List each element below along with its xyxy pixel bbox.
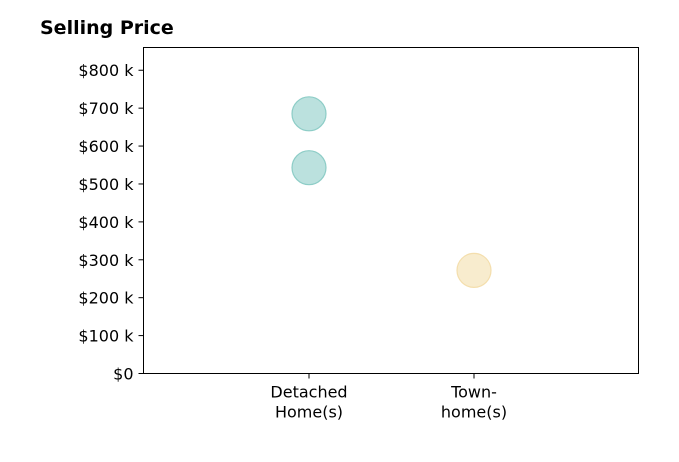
chart-title: Selling Price [40, 17, 174, 39]
x-axis: Detached Home(s) Town-home(s) [270, 373, 507, 422]
x-tick-label-line: home(s) [441, 403, 507, 422]
y-tick-label: $600 k [78, 137, 134, 156]
y-tick-label: $300 k [78, 251, 134, 270]
y-tick-label: $200 k [78, 289, 134, 308]
x-tick-label-line: Detached [270, 383, 347, 402]
y-tick-label: $500 k [78, 175, 134, 194]
y-tick-label: $100 k [78, 327, 134, 346]
data-points [291, 96, 492, 288]
data-point [291, 150, 327, 186]
x-tick-label: Town-home(s) [441, 383, 507, 422]
data-point [456, 252, 492, 288]
x-tick-label-line: Home(s) [275, 403, 343, 422]
y-tick-label: $0 [113, 365, 133, 384]
y-axis: $0 $100 k $200 k $300 k $400 k $500 k $600 k $7… [78, 61, 144, 384]
data-point [291, 96, 327, 132]
y-tick-label: $800 k [78, 61, 134, 80]
y-tick-label: $700 k [78, 99, 134, 118]
x-tick-label-line: Town- [450, 383, 497, 402]
y-tick-label: $400 k [78, 213, 134, 232]
x-tick-label: Detached Home(s) [270, 383, 347, 422]
plot-area [143, 47, 639, 374]
